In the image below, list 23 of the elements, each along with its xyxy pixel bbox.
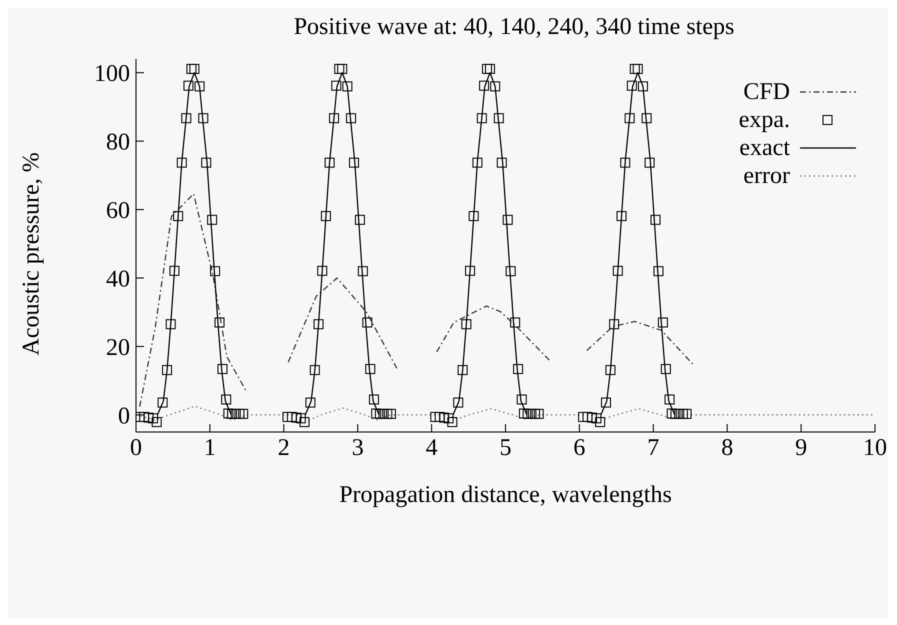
x-tick-label: 4	[426, 435, 438, 462]
x-tick-label: 7	[647, 435, 660, 462]
legend-label: expa.	[738, 106, 790, 134]
legend-label: exact	[739, 134, 790, 162]
legend-label: CFD	[743, 78, 790, 106]
legend-label: error	[743, 162, 790, 190]
x-tick-label: 1	[204, 435, 216, 462]
x-tick-label: 10	[863, 435, 887, 462]
x-axis-title: Propagation distance, wavelengths	[339, 482, 672, 508]
x-tick-label: 9	[795, 435, 808, 462]
y-tick-label: 100	[94, 61, 130, 88]
y-tick-label: 60	[106, 198, 130, 224]
y-tick-label: 0	[118, 403, 130, 430]
x-tick-label: 2	[278, 435, 290, 462]
y-tick-label: 80	[106, 130, 130, 156]
y-axis-title: Acoustic pressure, %	[18, 152, 45, 356]
y-tick-label: 20	[106, 334, 130, 361]
y-tick-label: 40	[106, 266, 130, 293]
x-tick-label: 6	[573, 435, 586, 462]
x-tick-label: 8	[721, 435, 734, 462]
chart-title: Positive wave at: 40, 140, 240, 340 time steps	[292, 14, 736, 41]
x-tick-label: 5	[500, 435, 512, 462]
x-tick-label: 3	[352, 435, 364, 462]
